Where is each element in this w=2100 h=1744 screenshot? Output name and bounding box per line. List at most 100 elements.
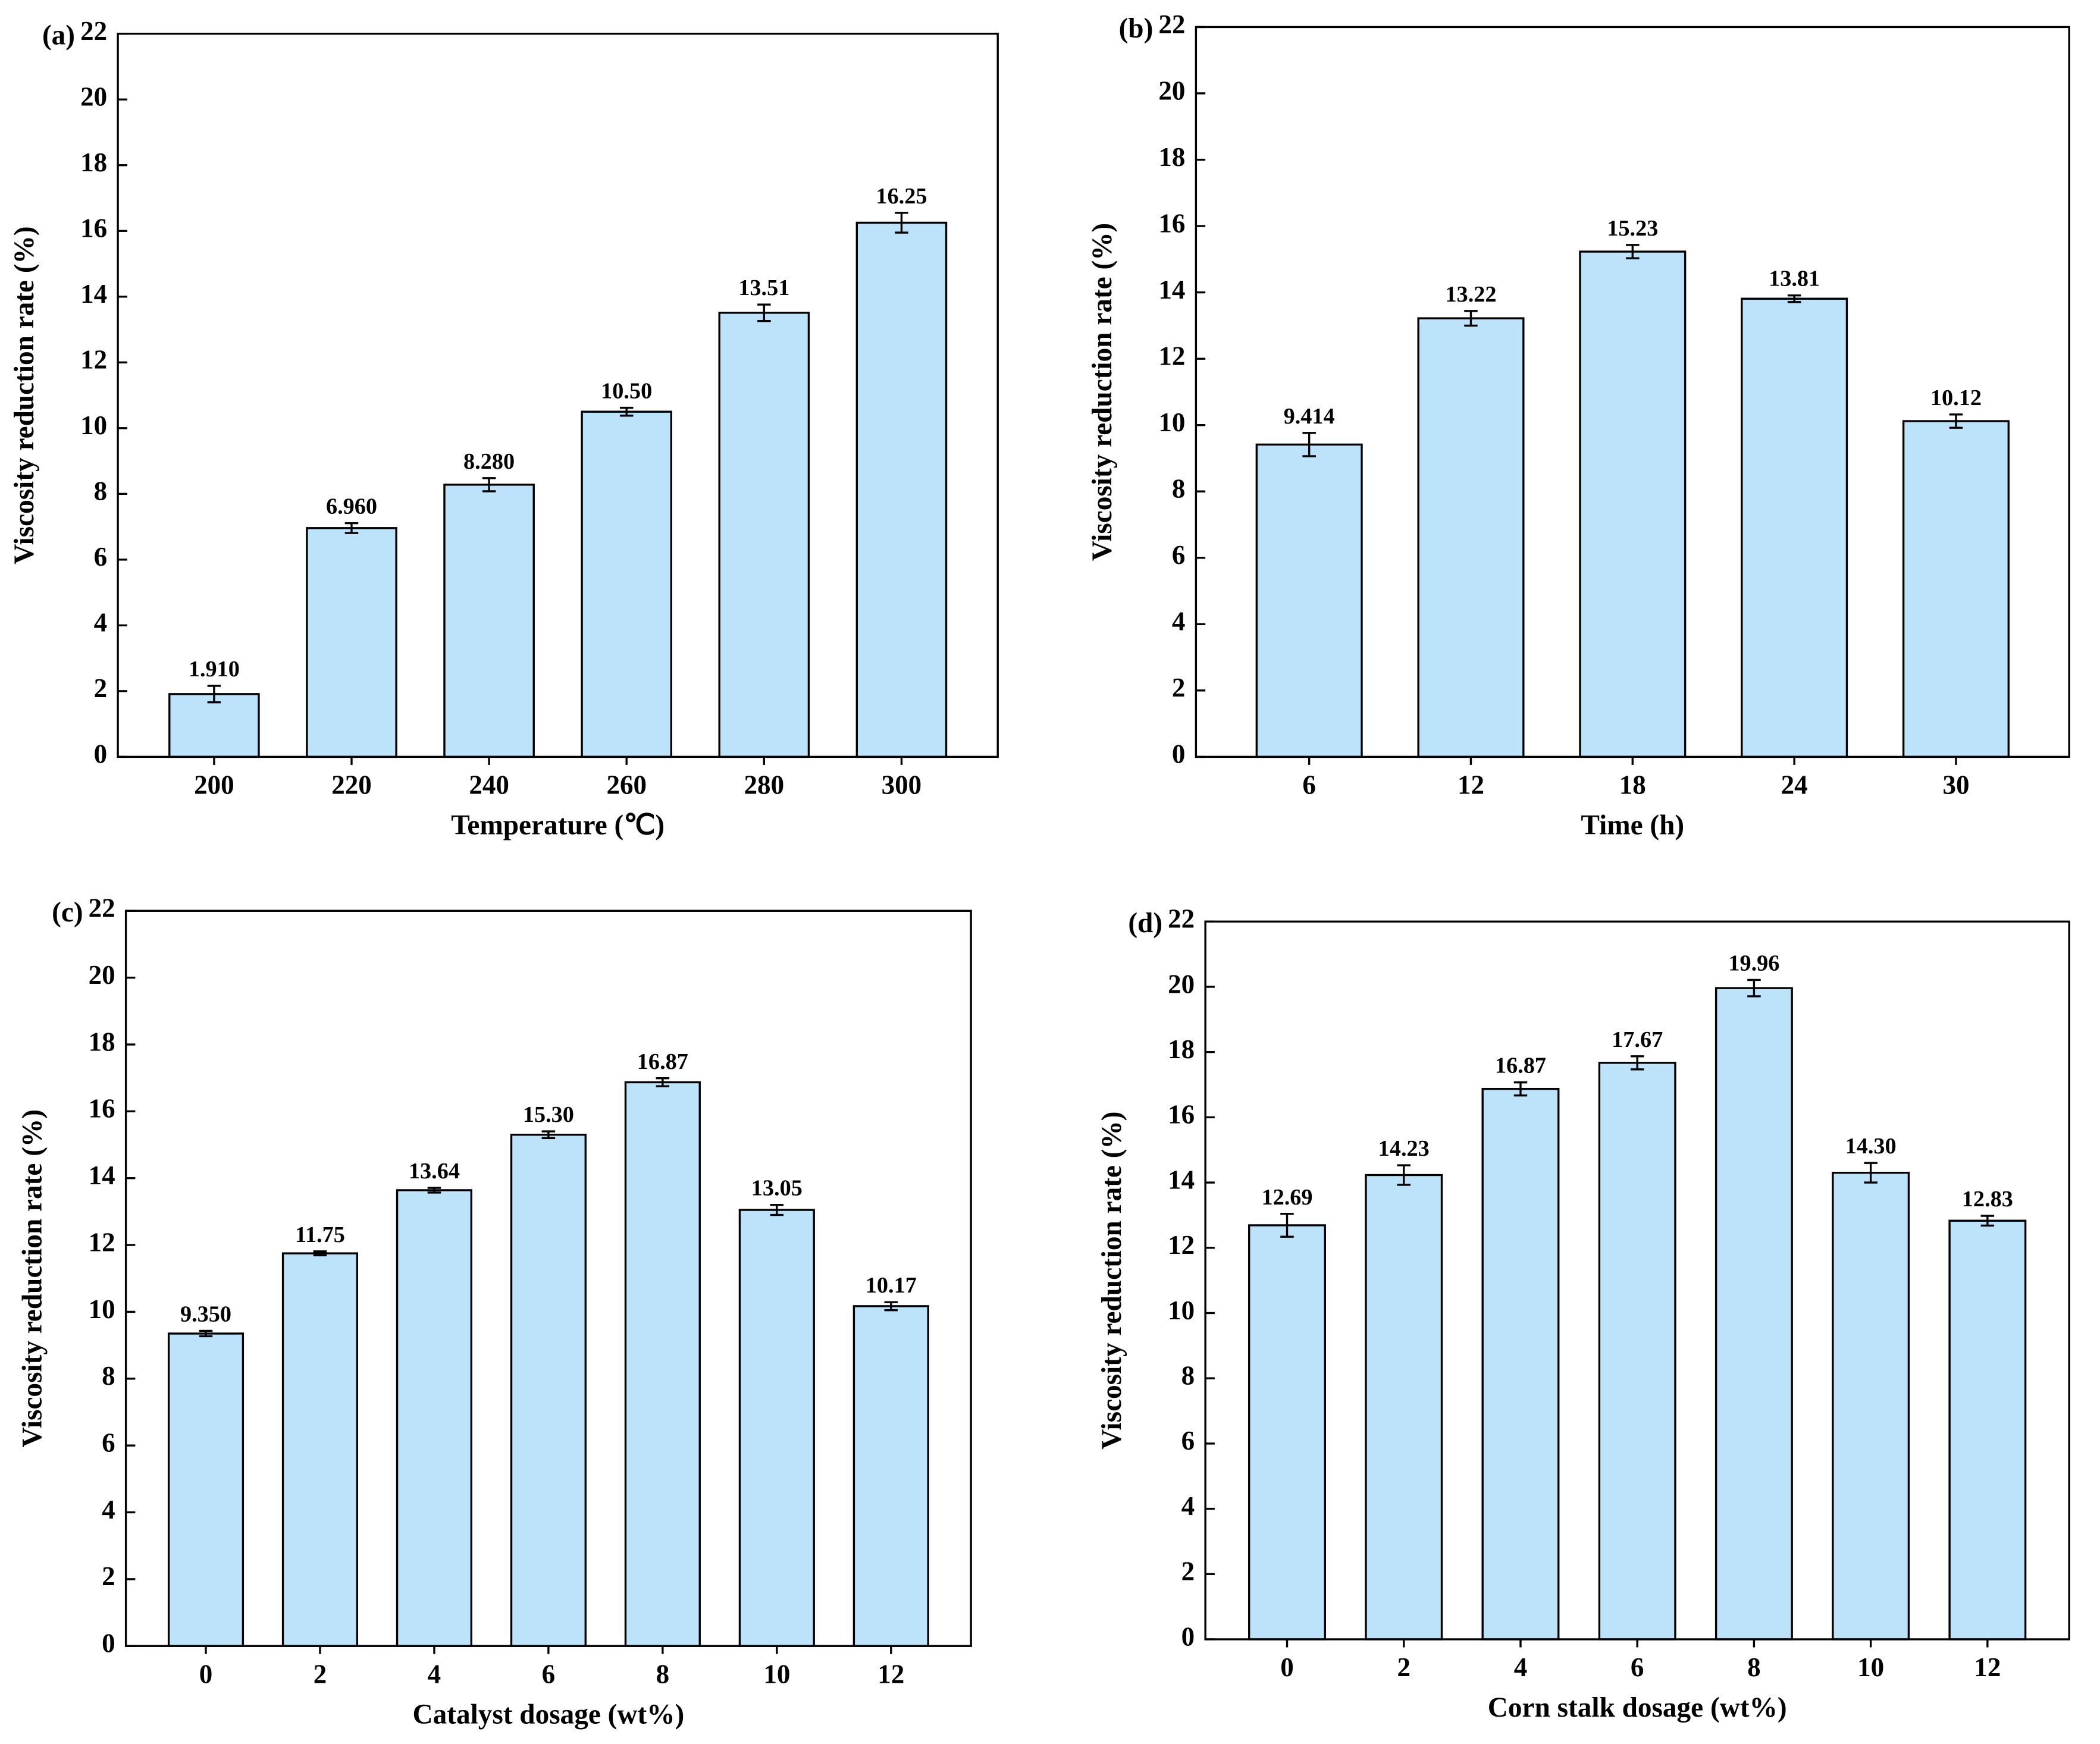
x-tick-label: 10: [763, 1659, 790, 1689]
y-tick-label: 16: [80, 214, 107, 243]
bar: [1579, 250, 1687, 758]
y-tick-label: 6: [102, 1428, 115, 1457]
x-tick-label: 12: [1458, 770, 1484, 799]
y-tick-label: 22: [1168, 904, 1195, 934]
bar: [1365, 1174, 1443, 1641]
y-tick-label: 4: [1181, 1491, 1195, 1521]
x-tick-label: 300: [882, 770, 922, 799]
y-tick-label: 0: [1181, 1621, 1195, 1651]
y-tick-label: 10: [1158, 407, 1185, 437]
value-label: 19.96: [1728, 951, 1779, 975]
bar: [168, 693, 260, 758]
y-axis-title: Viscosity reduction rate (%): [1087, 223, 1118, 561]
plot-frame: [1204, 920, 2070, 1641]
value-label: 9.414: [1284, 404, 1335, 429]
value-label: 13.51: [738, 275, 789, 300]
y-tick-label: 20: [89, 960, 115, 990]
x-tick-label: 4: [1514, 1652, 1528, 1682]
bar: [1598, 1062, 1676, 1641]
y-tick-label: 4: [102, 1495, 115, 1525]
value-label: 13.81: [1769, 266, 1820, 291]
bar: [1255, 443, 1363, 758]
y-tick-label: 2: [1172, 673, 1186, 702]
bar: [718, 312, 810, 758]
y-tick-label: 16: [1158, 208, 1185, 238]
x-tick-label: 260: [606, 770, 647, 799]
x-tick-label: 200: [194, 770, 234, 799]
y-tick-label: 18: [1168, 1034, 1195, 1064]
x-tick-label: 12: [877, 1659, 904, 1689]
y-tick-label: 14: [1168, 1165, 1195, 1194]
y-tick-label: 6: [1172, 540, 1186, 570]
bar: [510, 1134, 587, 1647]
bar: [1715, 987, 1793, 1641]
value-label: 1.910: [189, 657, 240, 682]
y-tick-label: 14: [80, 279, 107, 309]
y-tick-label: 0: [1172, 739, 1186, 769]
panel-label: (b): [1119, 13, 1154, 44]
bar: [1417, 317, 1525, 758]
y-tick-label: 22: [89, 893, 115, 923]
value-label: 16.87: [1495, 1053, 1546, 1078]
y-tick-label: 20: [80, 82, 107, 112]
x-tick-label: 2: [1397, 1652, 1411, 1682]
value-label: 13.64: [409, 1159, 460, 1184]
y-tick-label: 8: [102, 1361, 115, 1391]
x-tick-label: 6: [1631, 1652, 1644, 1682]
x-tick-label: 8: [656, 1659, 670, 1689]
x-tick-label: 6: [1302, 770, 1316, 799]
x-tick-label: 2: [314, 1659, 327, 1689]
y-axis-title: Viscosity reduction rate (%): [9, 226, 40, 564]
bar: [624, 1081, 701, 1647]
x-tick-label: 6: [542, 1659, 556, 1689]
y-tick-label: 8: [1181, 1361, 1195, 1391]
x-tick-label: 240: [469, 770, 509, 799]
value-label: 11.75: [295, 1222, 345, 1247]
y-tick-label: 10: [80, 410, 107, 440]
y-tick-label: 12: [1168, 1230, 1195, 1260]
y-tick-label: 12: [1158, 341, 1185, 371]
y-tick-label: 22: [1158, 10, 1185, 39]
y-tick-label: 16: [1168, 1100, 1195, 1130]
y-tick-label: 0: [102, 1629, 115, 1658]
panel-label: (c): [52, 897, 83, 928]
bar: [396, 1189, 473, 1647]
y-tick-label: 6: [94, 542, 108, 572]
y-tick-label: 10: [89, 1294, 115, 1324]
bar: [281, 1252, 359, 1647]
x-axis-title: Temperature (℃): [451, 810, 665, 841]
x-axis-title: Time (h): [1581, 810, 1684, 841]
y-tick-label: 18: [89, 1027, 115, 1056]
value-label: 16.25: [876, 184, 927, 209]
value-label: 13.22: [1445, 282, 1496, 307]
y-tick-label: 4: [1172, 607, 1186, 636]
bar: [738, 1209, 815, 1647]
y-tick-label: 2: [1181, 1557, 1195, 1586]
value-label: 15.23: [1607, 216, 1658, 241]
value-label: 6.960: [326, 494, 377, 519]
x-tick-label: 0: [1280, 1652, 1294, 1682]
x-tick-label: 220: [331, 770, 372, 799]
y-tick-label: 2: [94, 673, 108, 703]
x-tick-label: 0: [199, 1659, 213, 1689]
bar: [167, 1332, 245, 1647]
value-label: 12.69: [1261, 1185, 1312, 1210]
bar: [1248, 1224, 1326, 1641]
y-tick-label: 16: [89, 1094, 115, 1124]
y-tick-label: 8: [94, 476, 108, 506]
y-tick-label: 14: [1158, 275, 1185, 305]
bar: [306, 527, 397, 758]
plot-frame: [117, 33, 999, 758]
x-tick-label: 30: [1942, 770, 1969, 799]
value-label: 16.87: [637, 1049, 688, 1074]
value-label: 13.05: [751, 1176, 803, 1201]
value-label: 12.83: [1962, 1187, 2013, 1212]
y-tick-label: 8: [1172, 474, 1186, 504]
bar: [443, 484, 535, 758]
bar: [1832, 1171, 1910, 1641]
bar: [581, 410, 673, 758]
y-tick-label: 4: [94, 608, 108, 638]
plot-frame: [124, 909, 972, 1647]
